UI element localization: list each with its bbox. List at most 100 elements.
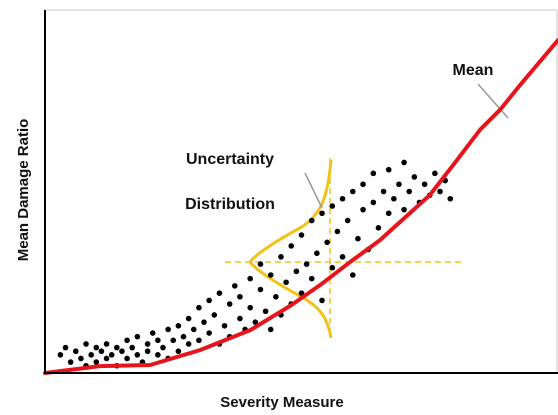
scatter-point xyxy=(88,352,94,358)
scatter-point xyxy=(344,217,351,224)
scatter-point xyxy=(155,352,161,358)
scatter-point xyxy=(401,206,407,213)
scatter-point xyxy=(406,188,413,195)
scatter-point xyxy=(339,195,346,202)
scatter-point xyxy=(98,348,105,355)
scatter-point xyxy=(370,199,377,206)
scatter-point xyxy=(160,344,166,351)
scatter-point xyxy=(129,344,136,351)
scatter-point xyxy=(314,250,320,257)
scatter-point xyxy=(124,337,130,344)
scatter-point xyxy=(308,275,315,282)
scatter-point xyxy=(350,188,356,195)
scatter-point xyxy=(421,181,428,188)
mean-line xyxy=(43,38,558,375)
scatter-point xyxy=(155,337,161,344)
scatter-point xyxy=(247,304,253,311)
scatter-point xyxy=(221,323,228,329)
scatter-point xyxy=(267,326,274,333)
scatter-point xyxy=(360,206,366,213)
scatter-point xyxy=(57,352,64,358)
scatter-point xyxy=(216,290,223,296)
annotation: Uncertainty xyxy=(186,151,274,168)
y-axis-label: Mean Damage Ratio xyxy=(15,119,32,262)
scatter-point xyxy=(375,225,382,231)
scatter-point xyxy=(411,174,418,180)
scatter-point xyxy=(144,341,151,347)
scatter-point xyxy=(103,355,110,362)
scatter-point xyxy=(72,348,79,355)
scatter-point xyxy=(401,159,407,166)
scatter-point xyxy=(103,341,110,347)
scatter-point xyxy=(273,293,279,300)
scatter-point xyxy=(360,181,366,188)
scatter-point xyxy=(144,348,151,355)
scatter-point xyxy=(319,297,325,304)
scatter-point xyxy=(334,228,341,235)
scatter-point xyxy=(83,341,89,347)
scatter-point xyxy=(278,254,284,260)
scatter-point xyxy=(257,261,264,267)
scatter-point xyxy=(196,304,202,311)
scatter-point xyxy=(396,181,402,188)
scatter-point xyxy=(380,188,387,195)
scatter-point xyxy=(298,232,305,238)
scatter-point xyxy=(437,188,443,195)
scatter-point xyxy=(185,341,192,347)
annotation-leader xyxy=(477,83,509,119)
annotation: Distribution xyxy=(185,196,275,213)
scatter-point xyxy=(108,352,115,358)
annotation-leader xyxy=(304,172,323,209)
scatter-point xyxy=(149,330,156,336)
scatter-points xyxy=(57,159,454,369)
scatter-point xyxy=(237,293,243,300)
scatter-point xyxy=(114,344,120,351)
scatter-point xyxy=(329,264,336,271)
scatter-point xyxy=(134,333,141,340)
scatter-point xyxy=(165,326,171,333)
scatter-point xyxy=(324,239,330,246)
mean-label: Mean xyxy=(453,62,494,79)
scatter-point xyxy=(319,210,325,217)
scatter-point xyxy=(226,301,233,307)
scatter-point xyxy=(93,359,100,365)
scatter-point xyxy=(175,348,182,355)
scatter-point xyxy=(124,355,130,362)
scatter-point xyxy=(283,279,289,286)
scatter-point xyxy=(93,344,100,351)
scatter-point xyxy=(370,170,377,177)
scatter-point xyxy=(385,210,392,217)
scatter-point xyxy=(262,308,269,315)
scatter-point xyxy=(237,315,243,322)
scatter-point xyxy=(385,166,392,173)
mean-line-group xyxy=(43,38,558,375)
distribution-curve xyxy=(248,159,333,339)
x-axis-label: Severity Measure xyxy=(220,394,343,411)
scatter-point xyxy=(201,319,207,325)
scatter-point xyxy=(134,352,141,358)
scatter-point xyxy=(298,290,305,296)
scatter-point xyxy=(196,337,202,344)
scatter-point xyxy=(355,235,361,242)
scatter-point xyxy=(185,315,192,322)
scatter-point xyxy=(175,323,182,329)
scatter-point xyxy=(267,272,274,278)
scatter-point xyxy=(432,170,438,177)
scatter-point xyxy=(303,261,310,267)
scatter-point xyxy=(119,348,125,355)
scatter-point xyxy=(293,268,300,275)
scatter-point xyxy=(206,297,212,304)
scatter-point xyxy=(288,243,295,249)
scatter-point xyxy=(232,283,238,289)
scatter-point xyxy=(308,217,315,224)
scatter-point xyxy=(67,359,74,365)
scatter-point xyxy=(170,337,177,344)
scatter-point xyxy=(62,344,69,351)
scatter-point xyxy=(190,326,197,333)
scatter-point xyxy=(257,286,264,293)
scatter-point xyxy=(252,319,259,325)
scatter-point xyxy=(206,330,212,336)
scatter-point xyxy=(78,355,84,362)
scatter-point xyxy=(211,312,218,318)
